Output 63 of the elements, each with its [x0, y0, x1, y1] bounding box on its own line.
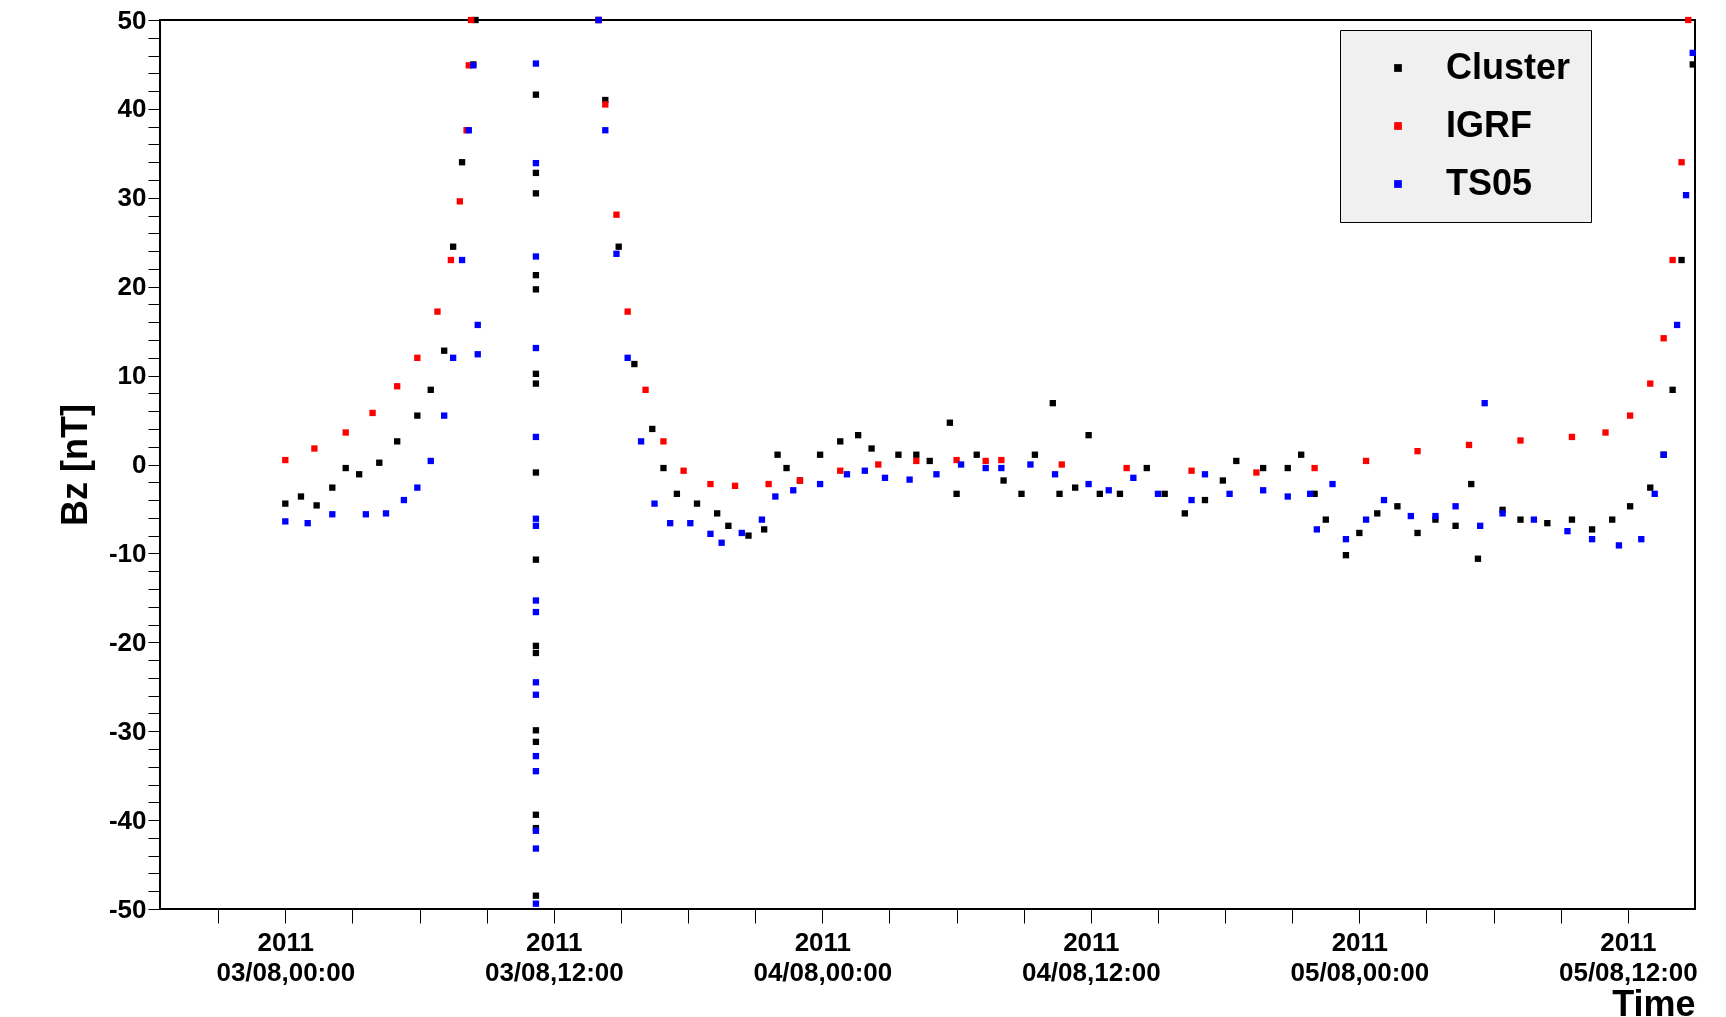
point [875, 461, 882, 468]
x-tick-label: 2011 05/08,12:00 [1558, 926, 1698, 987]
y-tick-label: 0 [132, 449, 147, 479]
point [311, 445, 318, 452]
x-tick-label: 2011 05/08,00:00 [1290, 926, 1430, 987]
point [1626, 412, 1634, 419]
point [456, 198, 463, 205]
point [434, 308, 441, 315]
y-tick-label: -40 [108, 804, 147, 835]
legend-label: IGRF [1446, 104, 1532, 145]
x-tick-label: 2011 04/08,12:00 [1021, 926, 1161, 987]
point [369, 409, 376, 417]
point [1414, 448, 1421, 455]
point [467, 16, 475, 24]
point [1058, 461, 1065, 468]
point [1678, 159, 1685, 166]
point [394, 383, 401, 390]
point [953, 456, 960, 464]
point [642, 386, 649, 393]
y-tick-label: 30 [117, 182, 147, 213]
point [282, 456, 289, 464]
legend-label: Cluster [1446, 46, 1571, 87]
y-tick-label: 10 [117, 360, 147, 391]
point [1568, 433, 1576, 441]
point [1660, 335, 1667, 342]
y-tick-label: 40 [117, 93, 147, 124]
point [602, 101, 609, 108]
y-tick-label: -10 [108, 537, 147, 568]
point [680, 467, 687, 474]
point [1465, 441, 1473, 449]
point [660, 438, 667, 445]
x-tick-label: 2011 03/08,12:00 [484, 926, 624, 987]
y-tick-label: -50 [108, 893, 147, 924]
point [731, 482, 739, 489]
point [342, 429, 349, 436]
point [982, 457, 989, 465]
point [447, 256, 455, 264]
y-tick-label: 20 [117, 271, 147, 302]
point [414, 354, 421, 361]
point [1517, 437, 1524, 444]
x-tick-label: 2011 04/08,00:00 [753, 926, 893, 987]
point [1647, 380, 1654, 387]
point [765, 480, 772, 488]
point [998, 456, 1005, 464]
point [837, 467, 844, 474]
point [913, 457, 920, 465]
legend-label: TS05 [1446, 162, 1533, 203]
point [1253, 469, 1260, 476]
point [1311, 464, 1318, 472]
y-tick-label: -30 [108, 715, 147, 746]
point [1685, 16, 1692, 24]
point [1669, 256, 1676, 264]
point [1123, 464, 1130, 472]
y-tick-label: 50 [117, 4, 147, 35]
x-tick-label: 2011 03/08,00:00 [216, 926, 356, 987]
y-tick-label: -20 [108, 626, 147, 657]
point [613, 211, 620, 218]
point [624, 308, 631, 315]
point [1188, 467, 1195, 474]
point [1362, 457, 1370, 465]
point [707, 480, 714, 488]
point [1602, 429, 1609, 436]
y-axis-title: Bz [nT] [53, 404, 95, 526]
